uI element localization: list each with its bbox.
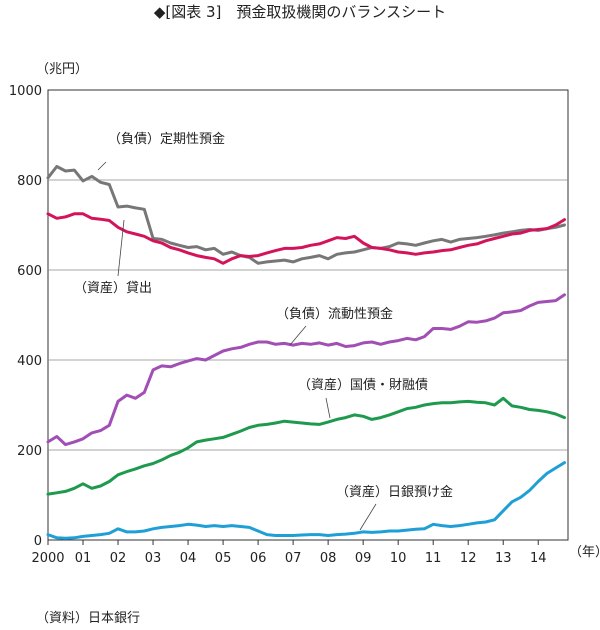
x-tick-label: 10 — [390, 551, 407, 566]
series-line-liquid-deposits — [46, 293, 566, 447]
y-tick-label: 0 — [34, 534, 42, 549]
x-tick-label: 03 — [145, 551, 162, 566]
plot-frame — [47, 89, 569, 541]
x-tick-label: 05 — [215, 551, 232, 566]
series-annotations: （負債）定期性預金 （資産）貸出 （負債）流動性預金 （資産）国債・財融債 （資産）日銀… — [74, 131, 453, 531]
y-tick-label: 600 — [17, 264, 42, 279]
x-tick-label: 08 — [320, 551, 337, 566]
series-label-loans: （資産）貸出 — [74, 280, 152, 296]
series-line-loans — [46, 212, 566, 265]
gridlines — [48, 179, 568, 451]
x-axis-ticks: 2000 01 02 03 04 05 06 07 08 09 10 11 12 13 14 — [31, 540, 547, 566]
series-label-jgb-fiscal-bonds: （資産）国債・財融債 — [298, 377, 428, 393]
leader-line-liquid-deposits — [289, 325, 307, 346]
leader-line-time-deposits — [97, 161, 107, 171]
series-line-time-deposits — [46, 165, 566, 265]
leader-line-jgb-fiscal-bonds — [325, 397, 331, 419]
x-tick-label: 11 — [425, 551, 442, 566]
x-tick-label: 07 — [285, 551, 302, 566]
leader-line-boj-deposits — [359, 503, 377, 531]
series-line-jgb-fiscal-bonds — [46, 396, 566, 496]
y-tick-label: 200 — [17, 444, 42, 459]
series-line-boj-deposits — [46, 461, 566, 540]
x-tick-label: 02 — [110, 551, 127, 566]
series-lines — [46, 165, 566, 540]
chart-title: ◆[図表 3] 預金取扱機関のバランスシート — [154, 3, 446, 21]
x-tick-label: 04 — [180, 551, 197, 566]
x-tick-label: 01 — [75, 551, 92, 566]
series-label-time-deposits: （負債）定期性預金 — [108, 131, 225, 147]
x-tick-label: 12 — [460, 551, 477, 566]
x-axis-unit: （年） — [569, 545, 600, 560]
y-axis-unit: （兆円） — [36, 62, 88, 77]
y-tick-label: 800 — [17, 174, 42, 189]
x-tick-label: 09 — [355, 551, 372, 566]
x-tick-label: 2000 — [31, 551, 64, 566]
y-axis-ticks: 0 200 400 600 800 1000 — [9, 84, 42, 549]
leader-line-loans — [117, 219, 125, 277]
x-tick-label: 13 — [495, 551, 512, 566]
series-label-liquid-deposits: （負債）流動性預金 — [276, 306, 393, 322]
x-tick-label: 06 — [250, 551, 267, 566]
y-tick-label: 1000 — [9, 84, 42, 99]
y-tick-label: 400 — [17, 354, 42, 369]
source-note: （資料）日本銀行 — [36, 611, 140, 626]
series-label-boj-deposits: （資産）日銀預け金 — [336, 484, 453, 500]
x-tick-label: 14 — [530, 551, 547, 566]
